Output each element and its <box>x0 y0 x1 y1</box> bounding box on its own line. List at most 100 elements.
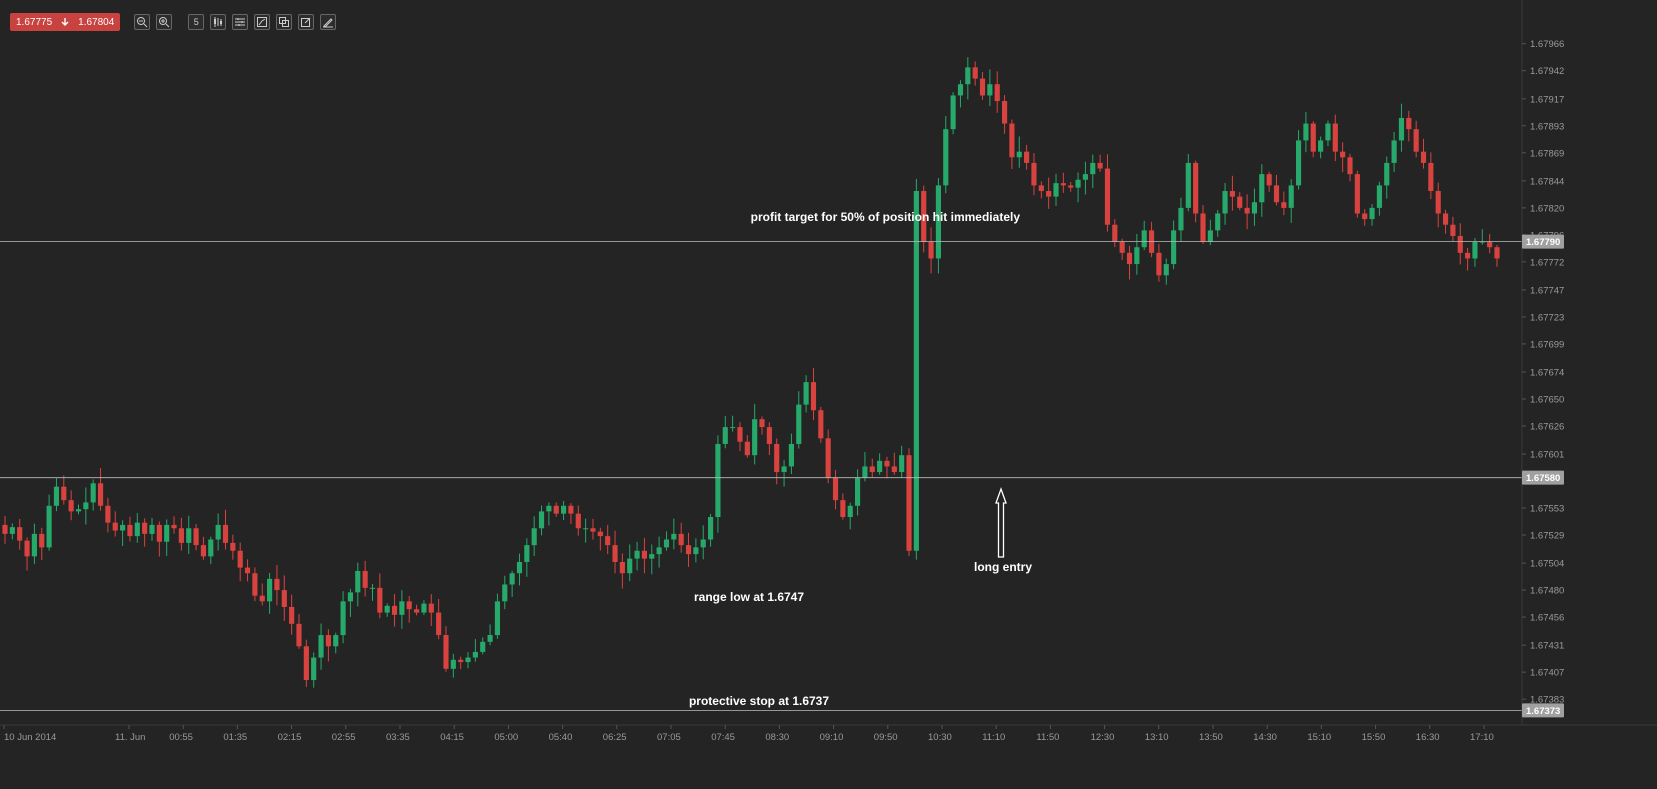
candle <box>289 594 295 635</box>
candle <box>97 468 104 511</box>
candle <box>825 429 831 484</box>
candle <box>296 614 302 649</box>
candle <box>1428 152 1434 200</box>
time-tick-label: 06:25 <box>603 732 627 743</box>
candle <box>744 435 750 458</box>
candle <box>17 518 23 550</box>
candle <box>1185 154 1191 212</box>
time-tick-label: 01:35 <box>223 732 247 743</box>
candle <box>1318 136 1324 159</box>
candle <box>546 502 552 526</box>
zoom-out-icon[interactable] <box>134 14 151 30</box>
candle <box>700 525 706 560</box>
price-tick-label: 1.67650 <box>1530 394 1564 405</box>
candle <box>678 522 684 553</box>
candle <box>1487 233 1493 254</box>
candle <box>928 227 934 274</box>
candle <box>774 438 780 485</box>
candle <box>1171 220 1177 270</box>
candle <box>730 415 736 432</box>
price-axis[interactable]: 1.67966 1.67942 1.67917 1.67893 1.67869 1.678… <box>1521 0 1657 789</box>
candle <box>1259 164 1265 217</box>
time-tick-label: 04:15 <box>440 732 464 743</box>
candle <box>61 475 67 505</box>
price-tick-label: 1.67820 <box>1530 203 1564 214</box>
quote-badge[interactable]: 1.67775 1.67804 <box>10 13 121 31</box>
candle <box>663 531 670 551</box>
candle <box>1031 153 1037 196</box>
candle <box>906 448 912 557</box>
price-tick-label: 1.67747 <box>1530 285 1564 296</box>
candle <box>252 567 258 602</box>
candle <box>193 524 199 551</box>
price-tick-label: 1.67869 <box>1530 148 1564 159</box>
annotation-label: long entry <box>974 560 1032 574</box>
chart-settings-icon[interactable] <box>254 14 271 30</box>
indicators-icon[interactable] <box>232 14 249 30</box>
chart-toolbar: 1.67775 1.67804 5 <box>10 13 342 31</box>
candle <box>325 629 331 662</box>
zoom-in-icon[interactable] <box>156 14 173 30</box>
candle <box>1068 181 1074 192</box>
candle <box>913 178 919 560</box>
candle <box>568 503 574 524</box>
timeframe-icon[interactable]: 5 <box>188 14 205 30</box>
candle <box>68 490 74 521</box>
candle <box>369 583 376 601</box>
candle <box>553 502 559 517</box>
time-tick-label: 16:30 <box>1416 732 1440 743</box>
timeframe-label: 5 <box>193 17 199 27</box>
candle <box>1244 194 1250 230</box>
candle <box>391 594 398 627</box>
candle <box>1200 205 1206 244</box>
candle <box>1325 120 1331 147</box>
edit-icon[interactable] <box>298 14 315 30</box>
candle <box>127 516 133 542</box>
candle <box>1413 120 1419 158</box>
candle <box>340 591 346 644</box>
candle <box>561 501 567 521</box>
ask-price: 1.67804 <box>78 16 115 28</box>
time-tick-label: 13:50 <box>1199 732 1223 743</box>
candle <box>737 422 743 452</box>
candle <box>1376 181 1382 216</box>
candle <box>399 590 405 629</box>
candle <box>1053 173 1059 206</box>
candle <box>1229 175 1235 211</box>
annotation-label: range low at 1.6747 <box>694 590 804 604</box>
price-tick-label: 1.67893 <box>1530 121 1564 132</box>
draw-tool-icon[interactable] <box>320 14 337 30</box>
candle <box>244 559 251 582</box>
candle <box>406 595 412 623</box>
time-axis[interactable]: 10 Jun 2014 11. Jun 00:55 01:35 02:15 02:55 03… <box>0 724 1657 743</box>
candle <box>685 532 692 567</box>
candle <box>1457 223 1463 265</box>
time-tick-label: 17:10 <box>1470 732 1494 743</box>
candlestick-type-icon[interactable] <box>210 14 227 30</box>
candle <box>1075 172 1081 203</box>
candle <box>480 637 486 655</box>
candle <box>53 477 60 512</box>
copy-icon[interactable] <box>276 14 293 30</box>
candle <box>994 71 1000 113</box>
price-tick-label: 1.67529 <box>1530 531 1564 542</box>
candle <box>2 516 8 544</box>
candle <box>311 652 317 688</box>
candle <box>818 406 824 443</box>
candle <box>656 536 662 568</box>
candle <box>950 92 956 135</box>
candle <box>847 502 853 530</box>
price-tick-label: 1.67674 <box>1530 368 1564 379</box>
price-tick-label: 1.67407 <box>1530 668 1564 679</box>
candle <box>987 69 993 107</box>
price-tick-label: 1.67772 <box>1530 257 1564 268</box>
bid-price: 1.67775 <box>16 16 53 28</box>
candle <box>1148 221 1155 258</box>
candle <box>832 470 839 510</box>
candle <box>1141 220 1147 251</box>
candle <box>384 603 390 617</box>
time-tick-label: 13:10 <box>1145 732 1169 743</box>
candle <box>1281 191 1287 216</box>
time-tick-label: 00:55 <box>169 732 193 743</box>
